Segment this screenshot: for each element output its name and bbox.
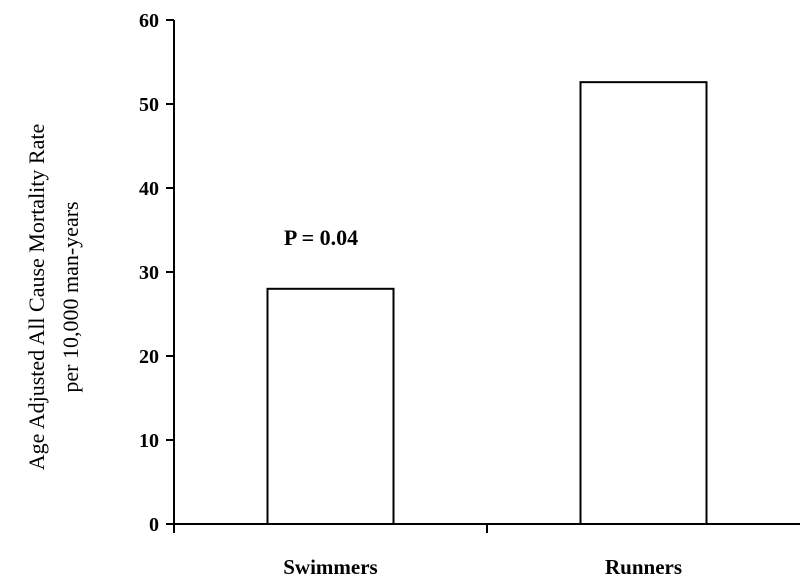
y-tick-label: 0 — [149, 514, 159, 536]
y-tick-label: 20 — [139, 346, 159, 368]
x-axis-labels: Swimmers Runners — [283, 555, 682, 577]
bar-runners — [579, 81, 708, 525]
bar-swimmers — [266, 287, 395, 525]
bars — [266, 81, 708, 525]
y-tick-label: 30 — [139, 262, 159, 284]
y-tick-label: 10 — [139, 430, 159, 452]
y-tick-label: 50 — [139, 94, 159, 116]
x-tick-label: Runners — [605, 555, 682, 577]
y-tick-label: 60 — [139, 10, 159, 32]
y-tick-label: 40 — [139, 178, 159, 200]
x-tick-label: Swimmers — [283, 555, 377, 577]
p-value-annotation: P = 0.04 — [284, 225, 358, 250]
y-axis-title: Age Adjusted All Cause Mortality Rate pe… — [24, 124, 83, 470]
y-axis-title-line-2: per 10,000 man-years — [58, 201, 83, 392]
y-axis-title-line-1: Age Adjusted All Cause Mortality Rate — [24, 124, 49, 470]
y-axis-ticks: 0 10 20 30 40 50 60 — [139, 10, 174, 536]
